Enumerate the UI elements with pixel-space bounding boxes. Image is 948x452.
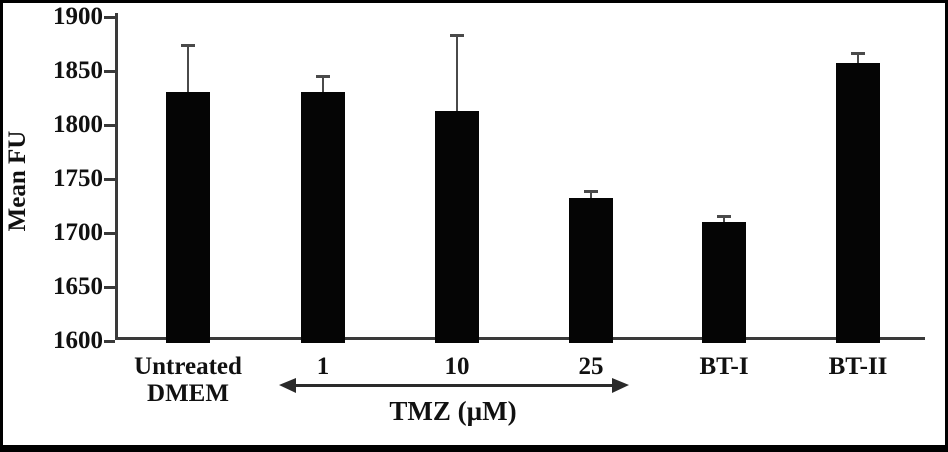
error-bar-line <box>723 215 725 223</box>
y-tick-mark <box>104 178 115 181</box>
y-tick-label: 1800 <box>53 111 103 138</box>
y-tick-mark <box>104 340 115 343</box>
tmz-range-arrow <box>279 378 629 393</box>
y-tick-label: 1750 <box>53 165 103 192</box>
error-bar-line <box>857 52 859 64</box>
y-tick-mark <box>104 232 115 235</box>
y-tick-mark <box>104 286 115 289</box>
bar <box>702 222 746 343</box>
bar-series <box>3 3 945 445</box>
bar <box>836 63 880 343</box>
error-bar-line <box>456 35 458 111</box>
x-tick-label: 25 <box>578 353 604 380</box>
y-axis-ticks: 1900 1850 1800 1750 1700 1650 1600 <box>3 3 945 445</box>
x-tick-label: 1 <box>316 353 330 380</box>
y-tick-mark <box>104 16 115 19</box>
bar <box>301 91 345 343</box>
arrow-left-head-icon <box>279 378 296 393</box>
x-tick-label: BT-II <box>828 353 888 380</box>
error-bar-line <box>590 190 592 199</box>
y-tick-label: 1900 <box>53 3 103 30</box>
y-axis-line <box>115 13 118 340</box>
bar <box>166 91 210 343</box>
y-tick-label: 1650 <box>53 273 103 300</box>
error-bar-cap <box>717 214 731 218</box>
error-bar-cap <box>316 75 330 79</box>
y-tick-label: 1850 <box>53 57 103 84</box>
x-tick-label: 10 <box>444 353 470 380</box>
arrow-right-head-icon <box>612 378 629 393</box>
y-tick-label: 1700 <box>53 219 103 246</box>
error-bar-cap <box>450 34 464 38</box>
y-tick-label: 1600 <box>53 327 103 354</box>
error-bar-cap <box>181 44 195 48</box>
y-tick-mark <box>104 124 115 127</box>
arrow-shaft <box>291 384 617 387</box>
error-bar-line <box>322 76 324 92</box>
error-bar-cap <box>584 189 598 193</box>
x-axis-labels: Untreated DMEM 1 10 25 BT-I BT-II <box>3 3 945 445</box>
x-axis-line <box>115 337 925 340</box>
x-tick-label: BT-I <box>699 353 749 380</box>
bar <box>435 110 479 343</box>
tmz-group-label: TMZ (µM) <box>389 396 517 426</box>
x-tick-label: Untreated DMEM <box>134 353 242 407</box>
error-bar-line <box>187 45 189 92</box>
y-tick-mark <box>104 70 115 73</box>
bar <box>569 198 613 343</box>
error-bar-cap <box>851 51 865 55</box>
